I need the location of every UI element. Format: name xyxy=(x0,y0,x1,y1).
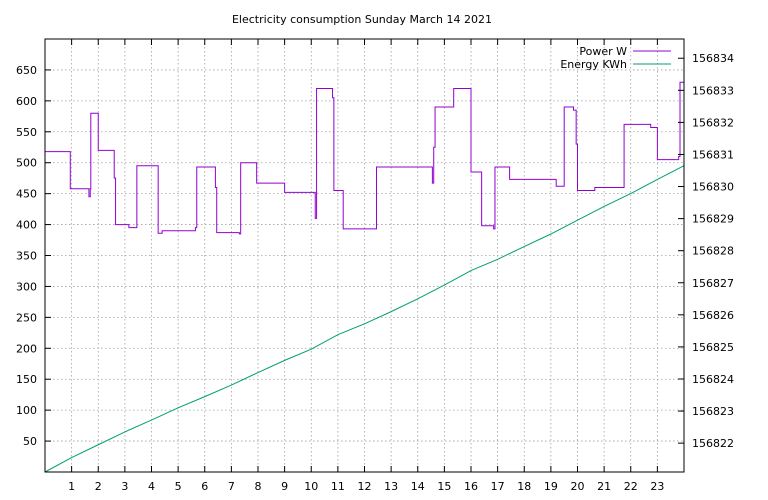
x-tick-label: 22 xyxy=(624,480,638,493)
x-tick-label: 9 xyxy=(281,480,288,493)
y-tick-label: 350 xyxy=(16,250,37,263)
x-tick-label: 16 xyxy=(464,480,478,493)
y2-tick-label: 156830 xyxy=(692,181,734,194)
y2-tick-label: 156834 xyxy=(692,52,734,65)
y2-tick-label: 156822 xyxy=(692,437,734,450)
series-line-energy-kwh xyxy=(44,165,685,473)
x-tick-label: 11 xyxy=(331,480,345,493)
y2-tick-label: 156831 xyxy=(692,148,734,161)
y2-tick-label: 156832 xyxy=(692,116,734,129)
y-tick-label: 50 xyxy=(23,435,37,448)
y2-tick-label: 156824 xyxy=(692,373,734,386)
y2-tick-label: 156823 xyxy=(692,405,734,418)
x-tick-label: 19 xyxy=(544,480,558,493)
x-tick-label: 10 xyxy=(304,480,318,493)
y-tick-label: 450 xyxy=(16,188,37,201)
y-tick-label: 200 xyxy=(16,342,37,355)
y-tick-label: 100 xyxy=(16,404,37,417)
y2-tick-label: 156827 xyxy=(692,277,734,290)
x-tick-label: 18 xyxy=(517,480,531,493)
x-tick-label: 3 xyxy=(121,480,128,493)
plot-series xyxy=(44,81,685,473)
x-tick-label: 1 xyxy=(68,480,75,493)
legend-label: Power W xyxy=(579,45,627,58)
y2-tick-label: 156829 xyxy=(692,213,734,226)
y-tick-label: 250 xyxy=(16,311,37,324)
y-tick-label: 550 xyxy=(16,126,37,139)
x-tick-label: 13 xyxy=(384,480,398,493)
y-tick-label: 600 xyxy=(16,95,37,108)
x-tick-label: 12 xyxy=(358,480,372,493)
x-tick-label: 17 xyxy=(491,480,505,493)
grid xyxy=(45,39,684,472)
axis-ticks: 1 2 3 4 5 6 7 8 9 10 11 12 13 14 15 16 17 18 19 20 21 22 23501… xyxy=(16,39,734,493)
x-tick-label: 23 xyxy=(650,480,664,493)
y-tick-label: 400 xyxy=(16,219,37,232)
y2-tick-label: 156828 xyxy=(692,245,734,258)
x-tick-label: 21 xyxy=(597,480,611,493)
y2-tick-label: 156833 xyxy=(692,84,734,97)
x-tick-label: 7 xyxy=(228,480,235,493)
y2-tick-label: 156826 xyxy=(692,309,734,322)
y-tick-label: 300 xyxy=(16,280,37,293)
x-tick-label: 20 xyxy=(571,480,585,493)
chart-title: Electricity consumption Sunday March 14 … xyxy=(232,13,492,26)
x-tick-label: 8 xyxy=(255,480,262,493)
x-tick-label: 2 xyxy=(95,480,102,493)
legend-label: Energy KWh xyxy=(560,58,627,71)
y2-tick-label: 156825 xyxy=(692,341,734,354)
x-tick-label: 15 xyxy=(437,480,451,493)
y-tick-label: 650 xyxy=(16,64,37,77)
x-tick-label: 6 xyxy=(201,480,208,493)
x-tick-label: 14 xyxy=(411,480,425,493)
y-tick-label: 500 xyxy=(16,157,37,170)
y-tick-label: 150 xyxy=(16,373,37,386)
x-tick-label: 5 xyxy=(175,480,182,493)
x-tick-label: 4 xyxy=(148,480,155,493)
series-line-power-w xyxy=(45,81,684,235)
